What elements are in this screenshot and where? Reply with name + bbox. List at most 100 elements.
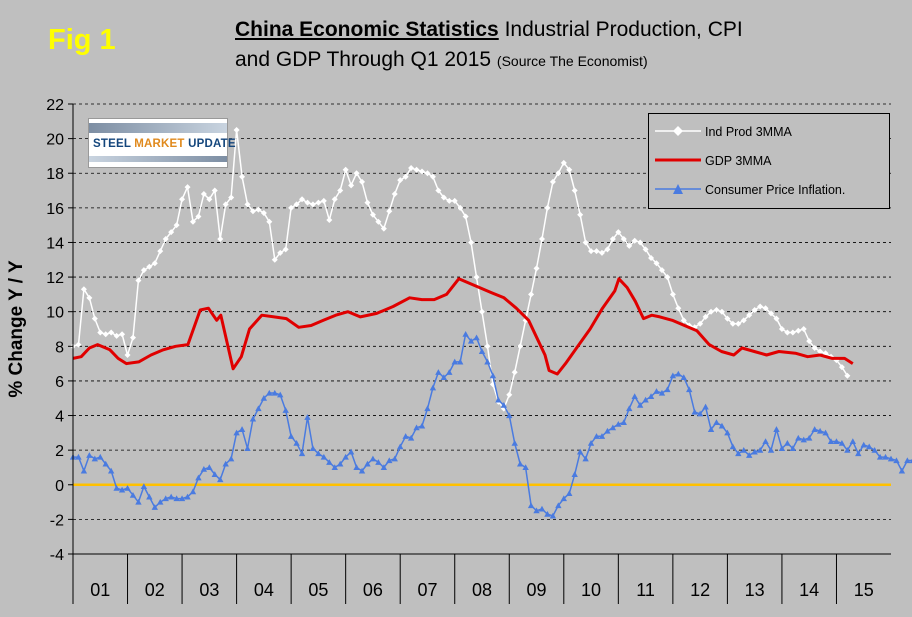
data-point: [544, 204, 551, 211]
steel-market-update-logo: STEEL MARKET UPDATE: [88, 118, 236, 168]
data-point: [282, 407, 289, 413]
y-tick-label: 6: [55, 374, 64, 391]
data-point: [822, 429, 829, 436]
title-source: (Source The Economist): [496, 53, 648, 69]
data-point: [249, 415, 257, 422]
data-point: [200, 465, 208, 472]
data-point: [107, 467, 115, 474]
data-point: [407, 434, 415, 441]
data-point: [768, 310, 775, 317]
data-point: [827, 438, 835, 445]
data-point: [626, 405, 633, 412]
data-point: [129, 334, 136, 341]
data-point: [184, 184, 191, 191]
y-axis-label: % Change Y / Y: [6, 260, 27, 398]
data-point: [440, 194, 447, 201]
data-point: [184, 493, 191, 500]
data-point: [795, 327, 802, 334]
data-point: [756, 446, 764, 453]
data-point: [266, 218, 273, 225]
data-point: [375, 218, 382, 225]
data-point: [462, 213, 469, 220]
data-point: [549, 178, 556, 185]
data-point: [358, 467, 366, 474]
data-point: [364, 199, 371, 206]
data-point: [244, 201, 251, 208]
data-point: [348, 182, 355, 189]
data-point: [904, 457, 911, 464]
data-point: [707, 426, 715, 432]
legend-item-gdp: GDP 3MMA: [649, 151, 889, 171]
data-point: [451, 358, 458, 365]
data-point: [408, 165, 415, 172]
data-point: [686, 386, 693, 393]
data-point: [287, 433, 295, 439]
data-point: [118, 486, 126, 493]
data-point: [157, 498, 164, 505]
data-point: [789, 329, 796, 336]
data-point: [576, 448, 584, 455]
data-point: [353, 170, 360, 177]
series-0: [70, 126, 851, 412]
data-point: [729, 443, 737, 450]
title-line2: and GDP Through Q1 2015: [235, 48, 492, 71]
data-point: [702, 403, 709, 410]
y-tick-label: 0: [55, 478, 64, 495]
data-point: [484, 358, 491, 365]
data-point: [718, 422, 726, 429]
data-point: [429, 173, 436, 180]
data-point: [746, 452, 753, 458]
data-point: [167, 493, 175, 500]
data-point: [206, 464, 213, 471]
data-point: [478, 348, 486, 355]
data-point: [178, 495, 186, 502]
data-point: [298, 450, 306, 457]
x-category-labels: 01 02 03 04 05 06 07 08 09 10 11 12 13 14 15: [72, 554, 874, 604]
data-point: [609, 236, 616, 242]
data-point: [778, 445, 786, 451]
data-point: [293, 201, 300, 208]
x-category-label: 13: [745, 580, 765, 600]
x-category-label: 03: [199, 580, 219, 600]
data-point: [97, 329, 104, 336]
y-tick-label: 12: [46, 270, 64, 287]
data-point: [304, 199, 311, 206]
data-point: [876, 453, 884, 460]
data-point: [260, 395, 268, 401]
logo-text: STEEL MARKET UPDATE: [93, 138, 236, 150]
x-category-label: 07: [417, 580, 437, 600]
data-point: [571, 471, 578, 477]
data-point: [528, 291, 535, 298]
series-line: [72, 277, 854, 376]
data-point: [566, 166, 573, 173]
data-point: [418, 422, 426, 429]
data-point: [151, 504, 158, 510]
data-point: [669, 372, 677, 379]
data-point: [326, 216, 333, 223]
data-point: [800, 326, 807, 332]
data-point: [882, 453, 889, 460]
y-tick-label: -4: [50, 547, 64, 564]
data-point: [347, 448, 355, 455]
data-point: [244, 445, 251, 451]
data-point: [135, 277, 142, 284]
data-point: [222, 460, 229, 467]
data-point: [369, 455, 377, 462]
data-point: [773, 315, 780, 322]
data-point: [702, 313, 709, 320]
data-point: [397, 177, 404, 184]
data-point: [713, 306, 720, 313]
data-point: [75, 341, 82, 348]
legend-item-ind-prod: Ind Prod 3MMA: [649, 122, 889, 142]
data-point: [658, 267, 665, 274]
data-point: [435, 187, 442, 194]
data-point: [615, 420, 622, 427]
x-category-label: 12: [690, 580, 710, 600]
data-point: [91, 455, 99, 462]
data-point: [511, 440, 518, 446]
series-1: [72, 277, 854, 376]
data-point: [653, 260, 660, 267]
data-point: [806, 338, 813, 345]
data-point: [757, 303, 764, 310]
data-point: [587, 440, 595, 446]
